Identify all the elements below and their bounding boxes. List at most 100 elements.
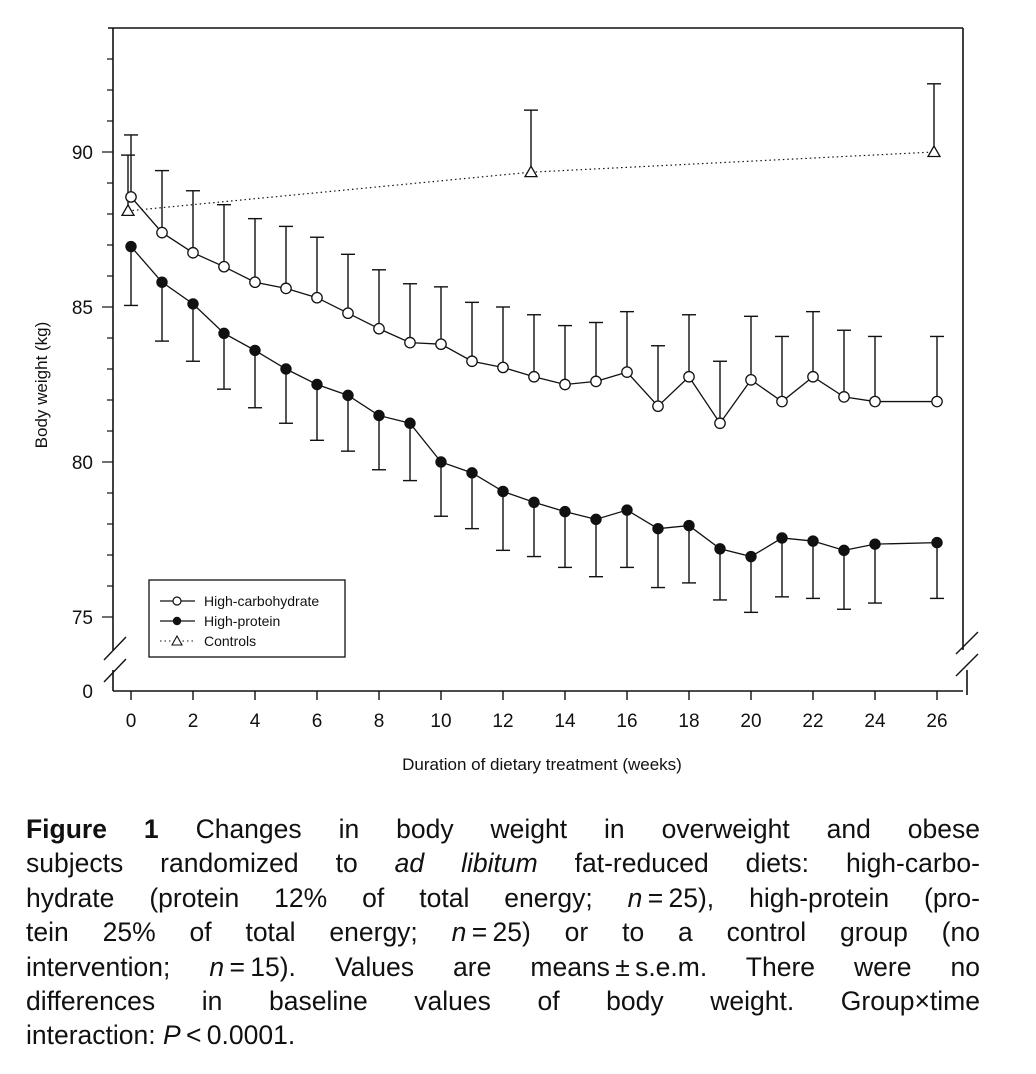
data-point (869, 538, 881, 550)
data-point (683, 519, 695, 532)
data-point (311, 378, 323, 391)
series-layer (120, 83, 944, 614)
data-point (218, 260, 230, 273)
x-tick-label: 20 (740, 711, 761, 732)
series-line (130, 196, 937, 425)
data-point (652, 522, 664, 535)
caption-line: differences in baseline values of body w… (26, 984, 980, 1018)
caption-text: Changes in body weight in overweight and… (158, 814, 980, 844)
data-point (621, 504, 633, 516)
x-tick-label: 6 (312, 711, 323, 732)
data-point (156, 276, 168, 288)
legend-triangle-icon (171, 634, 183, 646)
data-point (523, 164, 539, 178)
caption-line: interaction: P < 0.0001. (26, 1018, 980, 1052)
data-point (869, 395, 881, 408)
data-point (280, 363, 292, 375)
figure-caption: Figure 1 Changes in body weight in overw… (26, 812, 980, 1053)
data-point (404, 417, 416, 429)
data-point (590, 375, 602, 388)
axis-break-mark (103, 636, 127, 661)
caption-text: < 0.0001. (180, 1020, 296, 1051)
data-point (714, 417, 726, 430)
data-point (342, 389, 354, 402)
data-point (249, 276, 261, 289)
data-point (280, 282, 292, 295)
x-axis-label: Duration of dietary treatment (weeks) (402, 755, 682, 774)
x-tick-label: 24 (864, 711, 886, 732)
x-tick-label: 2 (188, 711, 199, 732)
data-point (931, 536, 943, 549)
data-point (218, 327, 230, 340)
legend-label: High-protein (204, 613, 280, 629)
legend-label: High-carbohydrate (204, 593, 319, 609)
data-point (311, 291, 323, 304)
data-point (249, 344, 261, 357)
caption-line: intervention; n = 15). Values are means … (26, 950, 980, 984)
legend: High-carbohydrate High-protein Controls (148, 579, 346, 658)
caption-text: = 15). Values are means ± s.e.m. There w… (224, 951, 980, 982)
x-axis-ticks: 0 2 4 6 8 10 12 14 16 18 20 22 24 26 (126, 691, 948, 732)
data-point (745, 550, 757, 563)
data-point (776, 532, 788, 544)
series-line (130, 246, 938, 558)
caption-italic-text: n (451, 917, 467, 948)
legend-label: Controls (204, 633, 256, 649)
data-point (497, 361, 509, 374)
axis-break-mark (955, 653, 979, 677)
data-point (373, 409, 385, 422)
data-point (187, 298, 199, 310)
legend-filled-circle-icon (172, 616, 182, 626)
y-axis-label: Body weight (kg) (32, 322, 51, 449)
caption-italic-text: n (209, 951, 225, 982)
data-point (528, 370, 540, 383)
data-point (776, 395, 788, 408)
data-point (120, 203, 136, 217)
legend-open-circle-icon (172, 596, 182, 606)
caption-line: subjects randomized to ad libitum fat-re… (26, 846, 980, 880)
data-point (404, 336, 416, 349)
x-tick-label: 18 (678, 711, 699, 732)
x-tick-label: 26 (926, 711, 947, 732)
figure-label: Figure 1 (26, 814, 159, 844)
data-point (931, 395, 943, 408)
data-point (926, 144, 942, 158)
y-tick-label: 75 (72, 608, 93, 629)
data-point (714, 543, 726, 555)
data-point (838, 544, 850, 557)
x-tick-label: 22 (802, 711, 823, 732)
data-point (497, 485, 509, 498)
x-tick-label: 12 (492, 711, 513, 732)
caption-line: hydrate (protein 12% of total energy; n … (26, 881, 980, 915)
data-point (528, 496, 540, 508)
caption-text: subjects randomized to (26, 848, 395, 879)
data-point (807, 370, 819, 383)
series-controls (120, 83, 942, 217)
caption-text: hydrate (protein 12% of total energy; (26, 882, 628, 913)
data-point (373, 322, 385, 335)
data-point (559, 378, 571, 391)
axis-break-mark (103, 658, 127, 683)
caption-text: interaction: (26, 1020, 163, 1051)
caption-text: = 25) or to a control group (no (466, 917, 980, 948)
data-point (652, 400, 664, 413)
data-point (125, 240, 137, 253)
data-point (466, 467, 478, 479)
data-point (621, 366, 633, 378)
caption-text: = 25), high-protein (pro- (642, 882, 980, 913)
caption-line: tein 25% of total energy; n = 25) or to … (26, 915, 980, 949)
data-point (745, 373, 757, 386)
data-point (435, 456, 447, 468)
series-high-carbohydrate (124, 134, 944, 430)
data-point (342, 307, 354, 320)
caption-italic-text: P (163, 1020, 181, 1051)
x-tick-label: 16 (616, 711, 637, 732)
caption-italic-text: n (627, 882, 643, 913)
caption-text: tein 25% of total energy; (26, 917, 452, 948)
y-tick-label: 85 (72, 298, 93, 319)
y-tick-label: 90 (72, 143, 93, 164)
x-tick-label: 8 (374, 711, 385, 732)
caption-text: fat-reduced diets: high-carbo- (537, 848, 980, 879)
data-point (156, 226, 168, 239)
